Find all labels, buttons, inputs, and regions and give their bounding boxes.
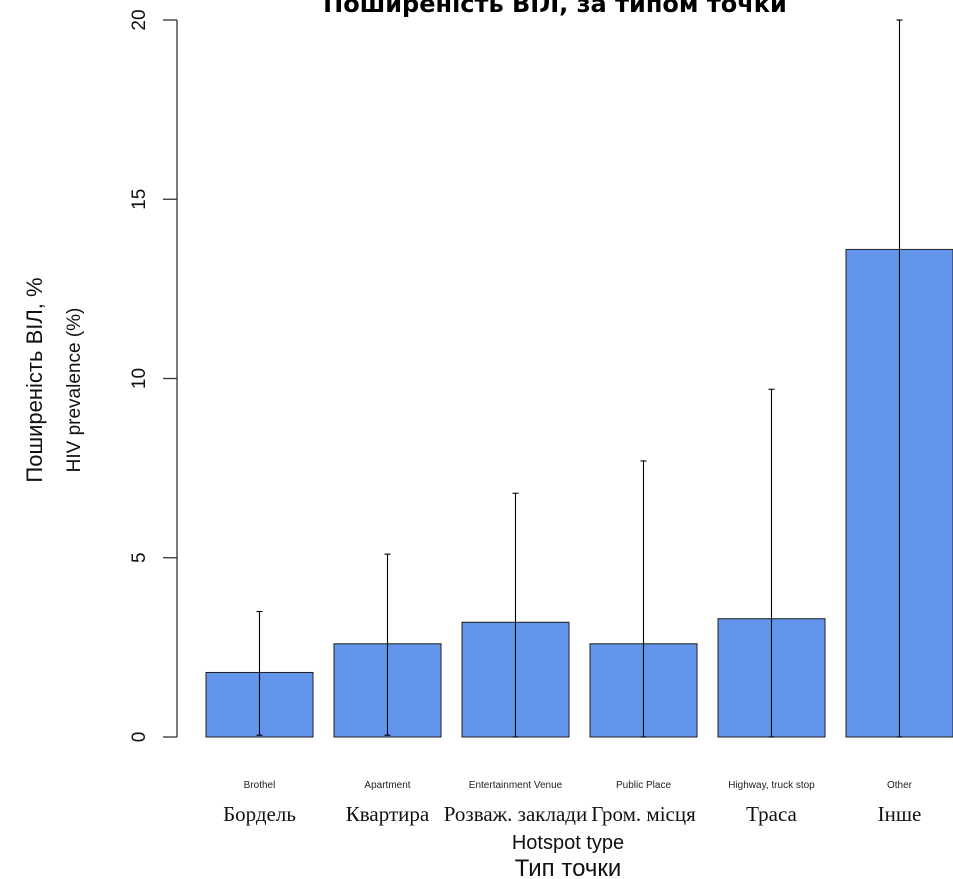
x-tick-label-1: Apartment bbox=[364, 780, 410, 791]
x-tick-label-3: Public Place bbox=[616, 780, 671, 791]
y-tick-label-3: 15 bbox=[129, 189, 150, 210]
x-tick-label-0: Brothel bbox=[244, 780, 276, 791]
x-axis-label: Hotspot type bbox=[512, 832, 624, 854]
y-tick-label-0: 0 bbox=[129, 732, 150, 743]
x-tick-label-uk-2: Розваж. заклади bbox=[444, 802, 587, 826]
x-tick-label-uk-3: Гром. місця bbox=[591, 802, 696, 826]
bars-group bbox=[205, 248, 953, 738]
error-bars-group bbox=[256, 19, 903, 738]
x-tick-label-uk-1: Квартира bbox=[346, 802, 430, 826]
x-tick-label-uk-5: Інше bbox=[878, 802, 922, 826]
x-tick-labels: Brothel Бордель Apartment Квартира Entertain… bbox=[223, 780, 921, 826]
x-tick-label-uk-4: Траса bbox=[746, 802, 797, 826]
y-axis-label-uk: Поширеність ВІЛ, % bbox=[22, 277, 47, 482]
x-tick-label-4: Highway, truck stop bbox=[728, 780, 815, 791]
y-axis-label: HIV prevalence (%) bbox=[64, 308, 85, 473]
y-tick-label-1: 5 bbox=[129, 552, 150, 563]
x-tick-label-uk-0: Бордель bbox=[223, 802, 296, 826]
chart-title: Поширеність ВІЛ, за типом точки bbox=[323, 0, 787, 18]
x-axis-label-uk: Тип точки bbox=[515, 855, 622, 879]
x-tick-label-5: Other bbox=[887, 780, 913, 791]
y-tick-label-2: 10 bbox=[129, 368, 150, 389]
y-tick-label-4: 20 bbox=[129, 9, 150, 30]
x-tick-label-2: Entertainment Venue bbox=[469, 780, 563, 791]
y-axis: 0 5 10 15 20 bbox=[129, 9, 178, 743]
